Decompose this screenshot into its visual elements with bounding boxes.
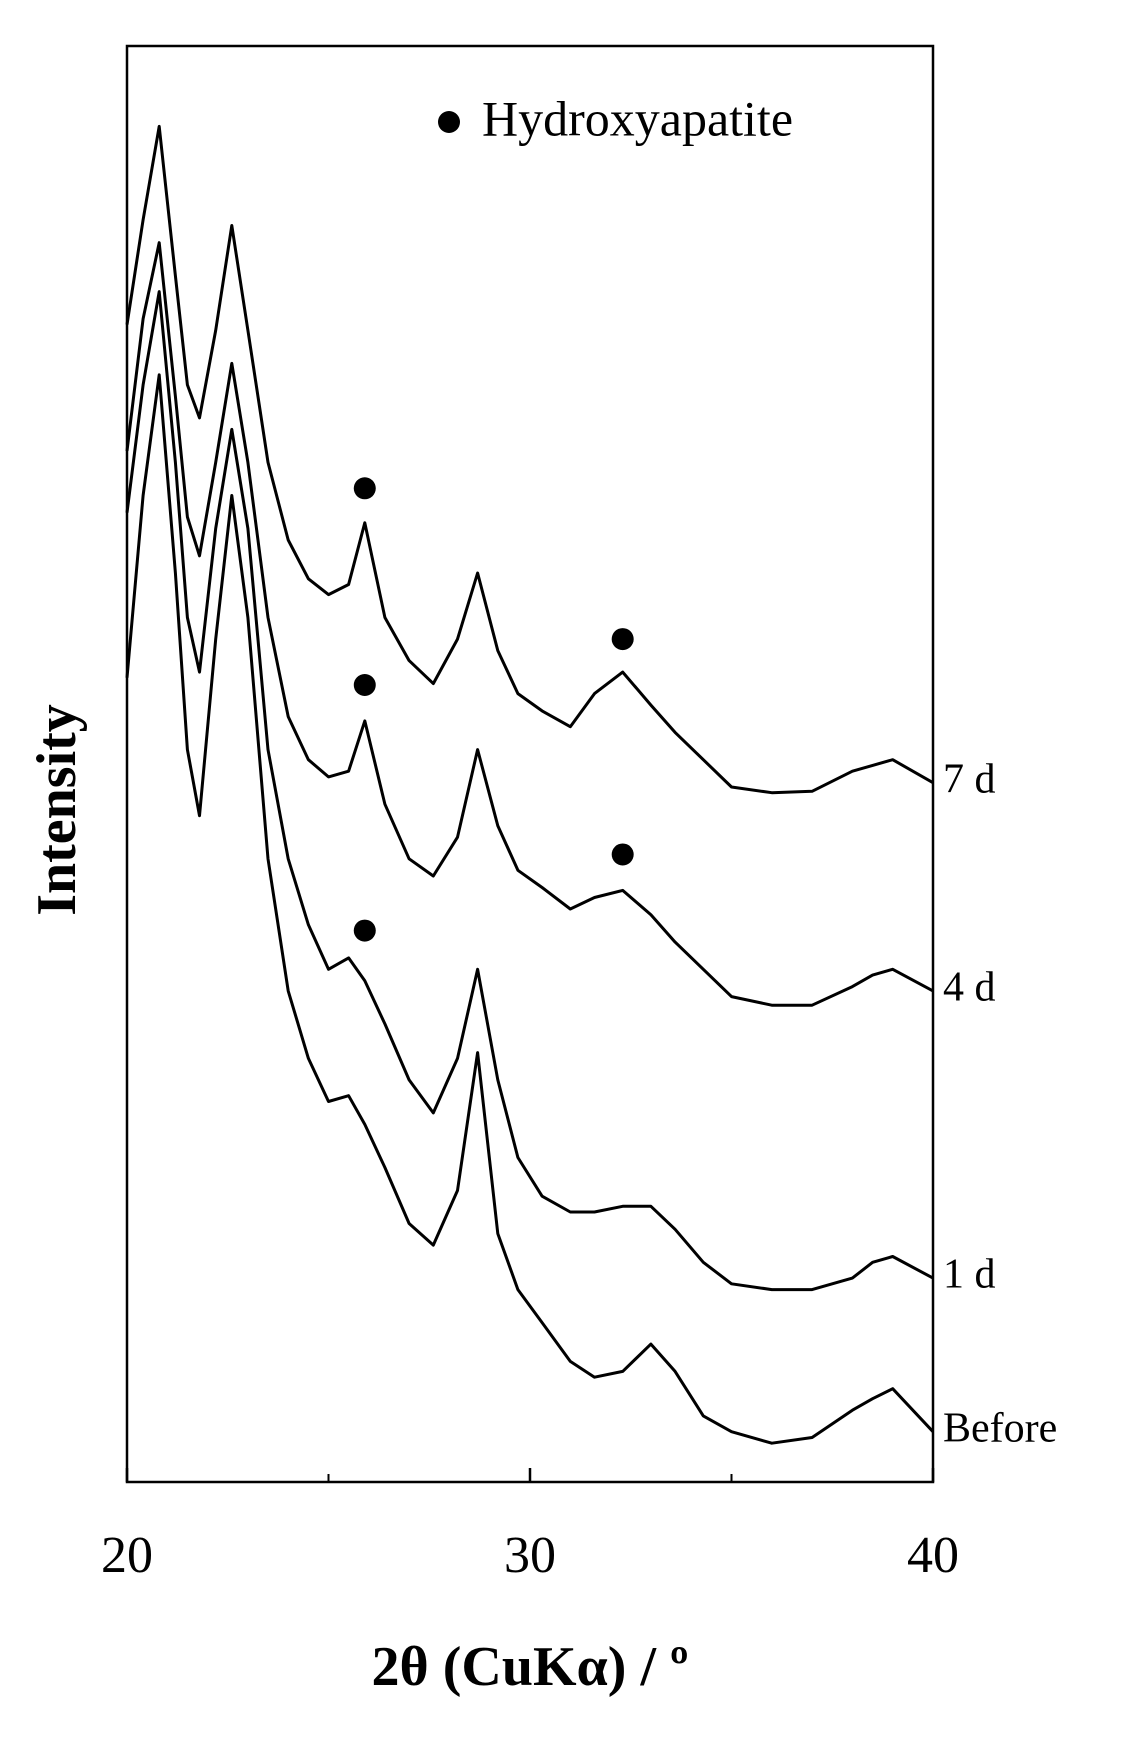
x-tick-label: 40 (907, 1527, 959, 1584)
y-axis-title: Intensity (26, 704, 88, 916)
series-label: 4 d (943, 965, 996, 1011)
x-tick-label: 30 (504, 1527, 556, 1584)
series-line (125, 290, 934, 1292)
x-tick-label: 20 (101, 1527, 153, 1584)
legend-dot (438, 111, 460, 133)
series-line (125, 241, 934, 1007)
marker-dot (611, 628, 634, 651)
marker-dot (353, 919, 376, 942)
legend-label: Hydroxyapatite (482, 90, 793, 146)
series-line (125, 124, 934, 795)
series-label: 7 d (943, 756, 996, 802)
x-axis-title: 2θ (CuKα) / º (372, 1636, 689, 1698)
marker-dot (353, 674, 376, 697)
series-label: Before (943, 1405, 1057, 1451)
series-line (125, 373, 935, 1445)
marker-dot (611, 843, 634, 866)
marker-dot (353, 477, 376, 500)
series-label: 1 d (943, 1252, 996, 1298)
plot-frame (125, 44, 935, 1484)
